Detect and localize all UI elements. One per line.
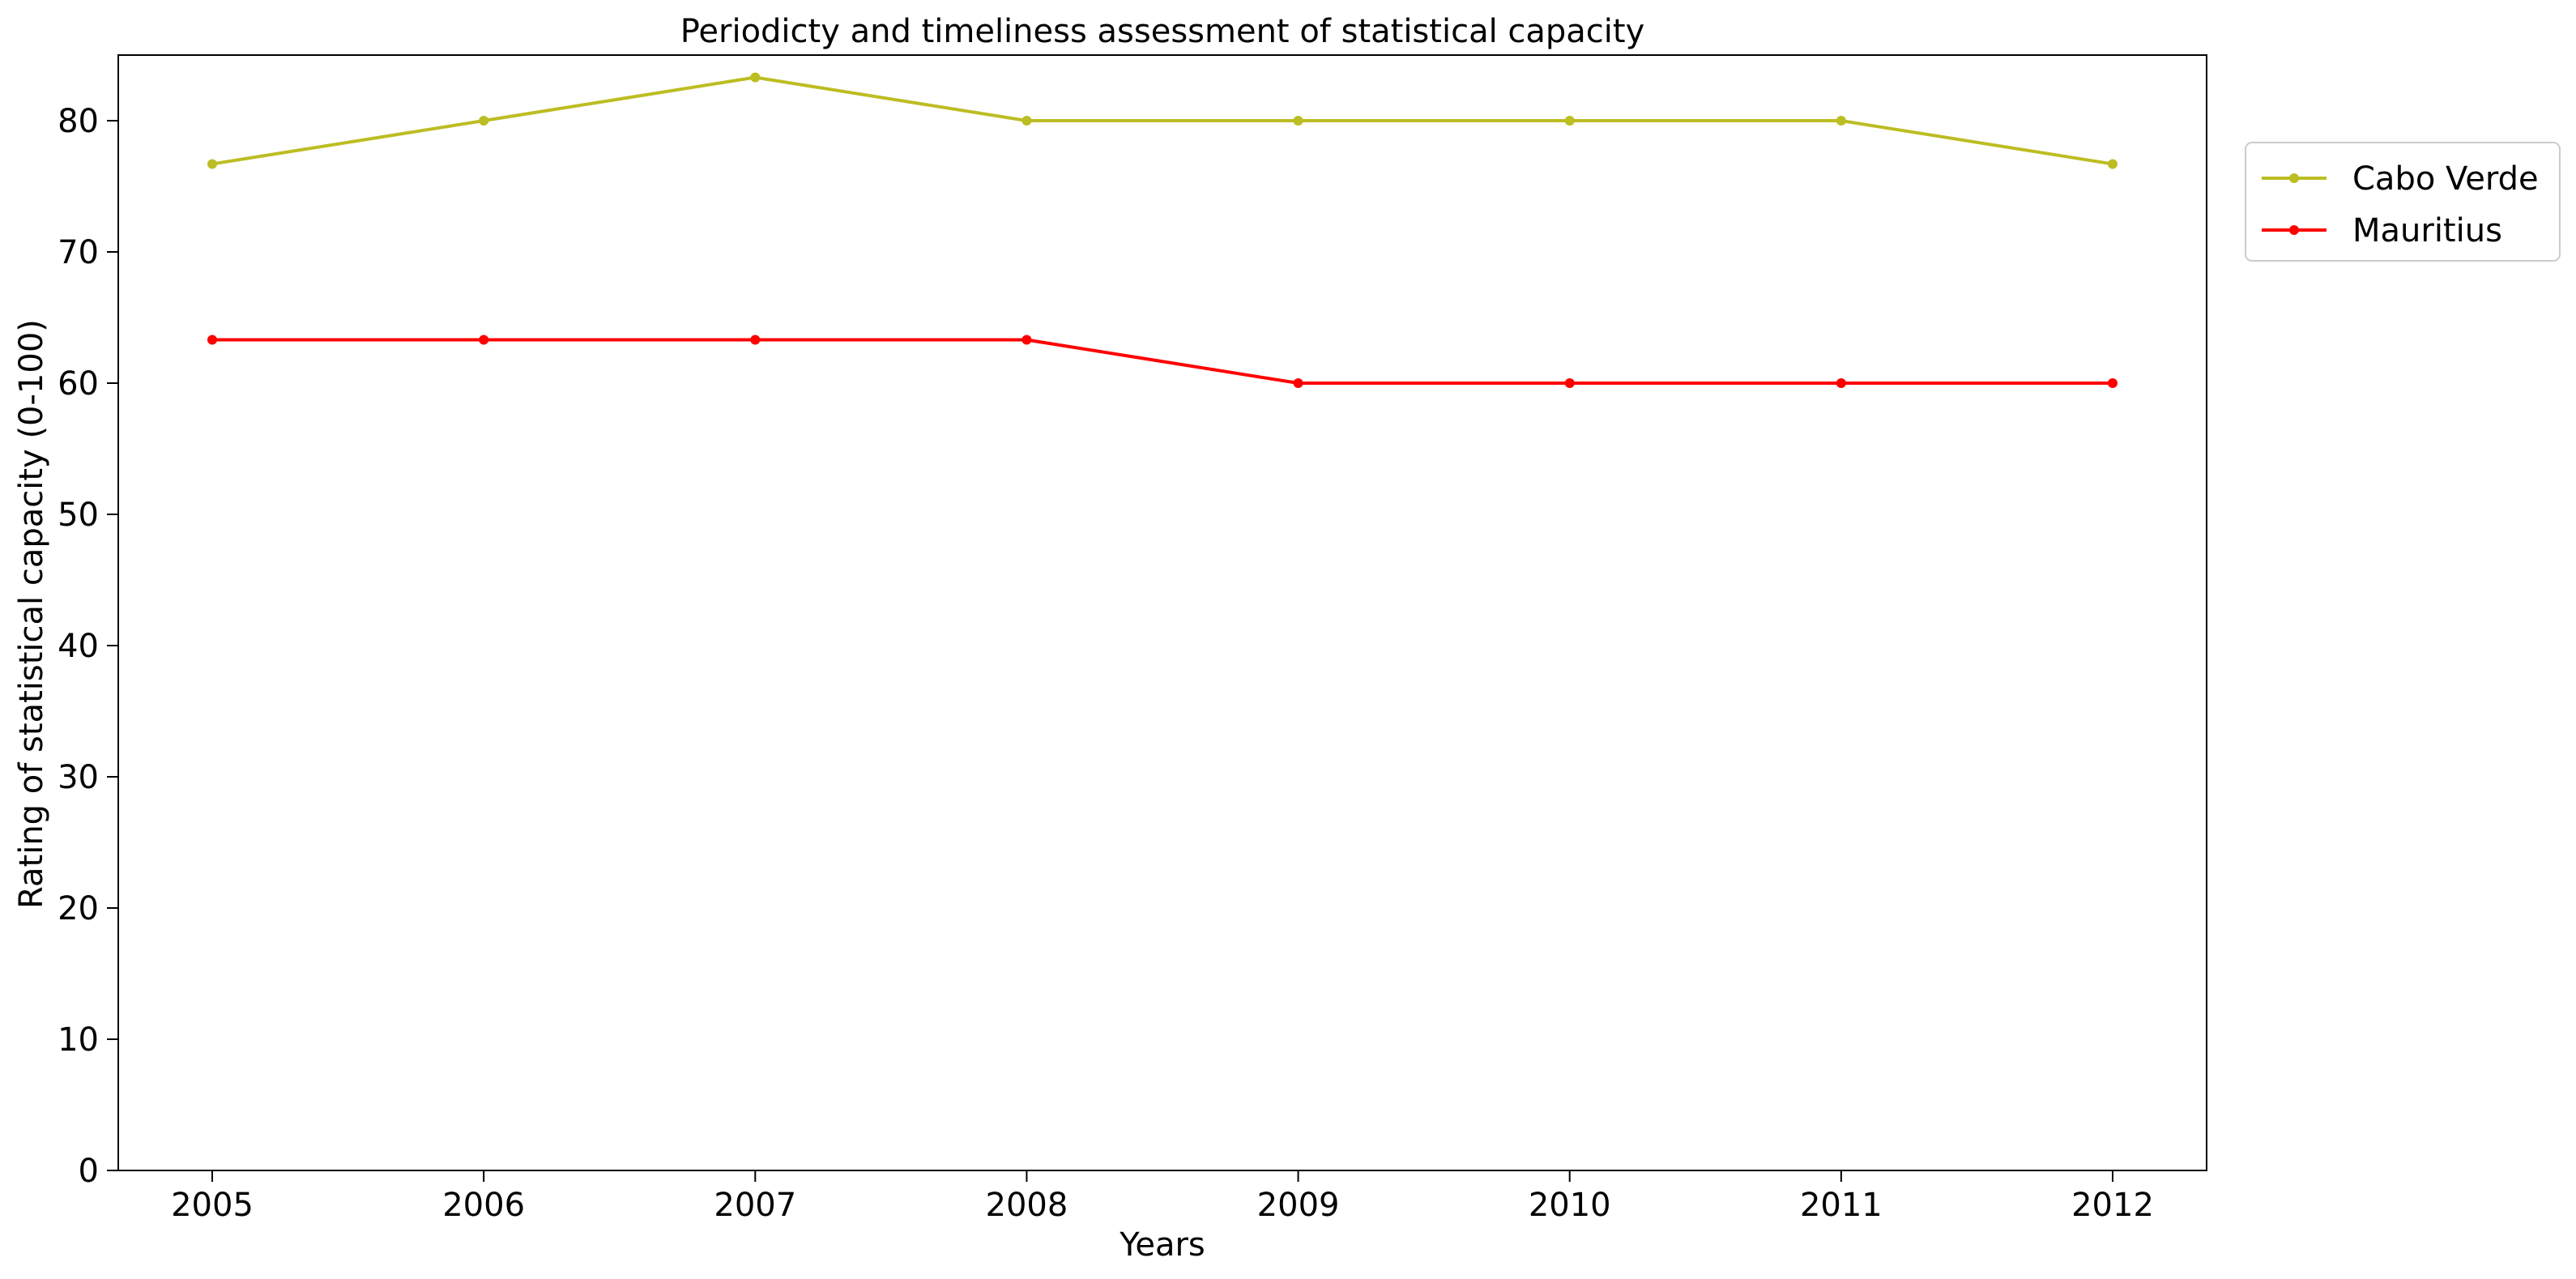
series-line <box>212 338 2113 385</box>
plot-frame <box>117 54 2207 1171</box>
data-point <box>750 335 761 345</box>
x-tick-label: 2010 <box>1529 1187 1611 1224</box>
x-axis-label: Years <box>1119 1226 1205 1264</box>
y-tick-label: 50 <box>58 497 99 534</box>
x-tick-label: 2005 <box>171 1187 254 1224</box>
y-axis-label: Rating of statistical capacity (0-100) <box>13 319 50 909</box>
data-point <box>479 335 489 345</box>
x-tick-label: 2009 <box>1257 1187 1340 1224</box>
legend-marker <box>2289 173 2299 183</box>
data-point <box>479 116 489 126</box>
y-tick-label: 80 <box>58 103 99 140</box>
y-tick-label: 70 <box>58 234 99 271</box>
data-point <box>1021 116 1032 126</box>
x-tick-label: 2008 <box>986 1187 1068 1224</box>
data-point <box>1836 116 1846 126</box>
data-point <box>2108 378 2118 388</box>
data-point <box>750 72 761 83</box>
data-point <box>207 335 217 345</box>
data-point <box>1564 116 1575 126</box>
data-point <box>2108 159 2118 169</box>
data-point <box>1564 378 1575 388</box>
data-point <box>1021 335 1032 345</box>
legend-label: Cabo Verde <box>2352 160 2539 198</box>
data-point <box>1293 116 1303 126</box>
y-tick-label: 60 <box>58 365 99 403</box>
x-tick-label: 2012 <box>2071 1187 2154 1224</box>
x-tick-label: 2011 <box>1800 1187 1883 1224</box>
y-tick-label: 0 <box>79 1153 99 1190</box>
legend: Cabo Verde Mauritius <box>2245 142 2561 262</box>
x-tick-label: 2006 <box>442 1187 525 1224</box>
legend-marker <box>2289 225 2299 235</box>
chart-title: Periodicty and timeliness assessment of … <box>680 13 1645 50</box>
data-point <box>207 159 217 169</box>
y-tick-label: 20 <box>58 890 99 927</box>
data-point <box>1293 378 1303 388</box>
y-tick-label: 10 <box>58 1021 99 1059</box>
y-tick-label: 40 <box>58 628 99 665</box>
y-tick-label: 30 <box>58 759 99 796</box>
legend-label: Mauritius <box>2352 212 2502 249</box>
data-point <box>1836 378 1846 388</box>
series-line <box>211 75 2113 166</box>
x-tick-label: 2007 <box>714 1187 796 1224</box>
plot-area: 2005 2006 2007 2008 2009 2010 2011 2012 0 10 20 30 4… <box>58 54 2207 1224</box>
